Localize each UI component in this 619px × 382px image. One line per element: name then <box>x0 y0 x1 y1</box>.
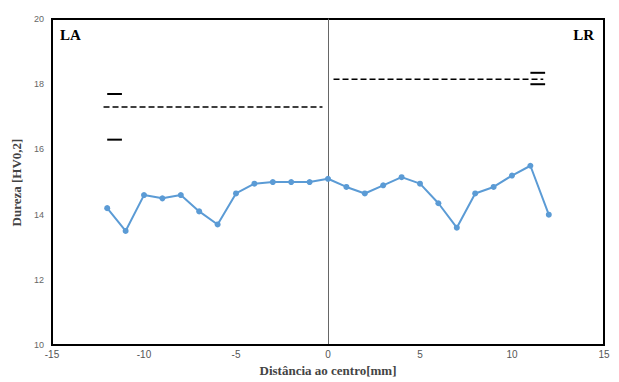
svg-text:Distância ao centro[mm]: Distância ao centro[mm] <box>260 363 397 378</box>
svg-text:20: 20 <box>34 14 44 24</box>
svg-text:15: 15 <box>598 349 610 360</box>
svg-text:-5: -5 <box>232 349 241 360</box>
svg-text:12: 12 <box>34 275 44 285</box>
svg-text:10: 10 <box>34 340 44 350</box>
svg-text:0: 0 <box>325 349 331 360</box>
svg-text:16: 16 <box>34 144 44 154</box>
svg-text:14: 14 <box>34 210 44 220</box>
svg-text:10: 10 <box>506 349 518 360</box>
svg-text:5: 5 <box>417 349 423 360</box>
svg-text:LR: LR <box>573 27 594 43</box>
svg-text:-10: -10 <box>137 349 152 360</box>
svg-text:LA: LA <box>60 27 81 43</box>
svg-text:Dureza [HV0,2]: Dureza [HV0,2] <box>9 139 24 227</box>
svg-text:18: 18 <box>34 79 44 89</box>
svg-text:-15: -15 <box>45 349 60 360</box>
